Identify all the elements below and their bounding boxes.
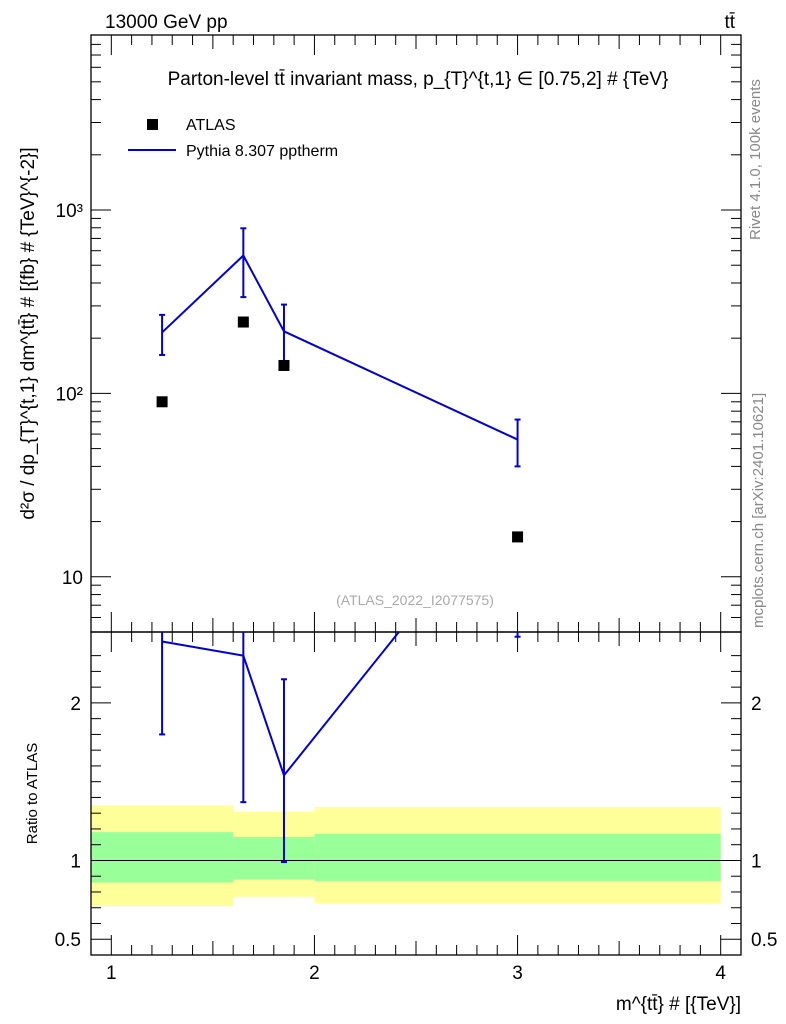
atlas-data-point (156, 396, 168, 408)
x-tick-label: 4 (715, 963, 726, 984)
legend-label-pythia: Pythia 8.307 pptherm (186, 143, 338, 160)
ratio-series (159, 632, 521, 864)
y-tick-label-right: 1 (751, 851, 762, 872)
x-tick-label: 2 (309, 963, 320, 984)
ratio-panel: 1 2 3 4 0.5 0.5 1 1 2 2 Ratio to ATLAS m^{tt̄} # [{… (24, 631, 777, 1015)
mcplots-label: mcplots.cern.ch [arXiv:2401.10621] (750, 393, 767, 628)
chart-title: Parton-level tt̄ invariant mass, p_{T}^{… (168, 69, 669, 90)
header-left: 13000 GeV pp (105, 12, 228, 33)
ratio-frame (90, 631, 742, 956)
pythia-line (161, 253, 518, 441)
atlas-data-point (512, 531, 524, 543)
y-tick-label: 10³ (56, 201, 83, 222)
analysis-watermark: (ATLAS_2022_I2077575) (336, 592, 494, 608)
atlas-data-point (237, 316, 249, 328)
legend-marker-atlas (147, 119, 158, 130)
y-tick-label-left: 0.5 (55, 930, 81, 951)
y-tick-label: 10² (56, 384, 83, 405)
y-tick-label-right: 0.5 (751, 930, 777, 951)
y-tick-label-left: 2 (70, 694, 81, 715)
y-tick-label-left: 1 (70, 851, 81, 872)
x-tick-label: 1 (106, 963, 117, 984)
main-panel: 10 10² 10³ Parton-level tt̄ invariant mass,… (18, 34, 742, 633)
x-axis-label: m^{tt̄} # [{TeV}] (616, 994, 741, 1015)
ratio-bands (91, 805, 741, 907)
y-tick-label-right: 2 (751, 694, 762, 715)
y-tick-label: 10 (62, 568, 83, 589)
uncertainty-band-green (314, 833, 721, 881)
atlas-data-point (278, 359, 290, 371)
y-axis-label: d²σ / dp_{T}^{t,1} dm^{tt̄} # [{fb} # {T… (18, 147, 39, 519)
header-right: tt̄ (724, 12, 735, 33)
legend-label-atlas: ATLAS (186, 117, 236, 134)
ratio-y-axis-label: Ratio to ATLAS (24, 743, 41, 844)
uncertainty-band-green (91, 832, 234, 883)
rivet-label: Rivet 4.1.0, 100k events (747, 79, 764, 240)
x-tick-label: 3 (512, 963, 523, 984)
ratio-line (161, 632, 401, 778)
uncertainty-band-green (233, 836, 315, 880)
